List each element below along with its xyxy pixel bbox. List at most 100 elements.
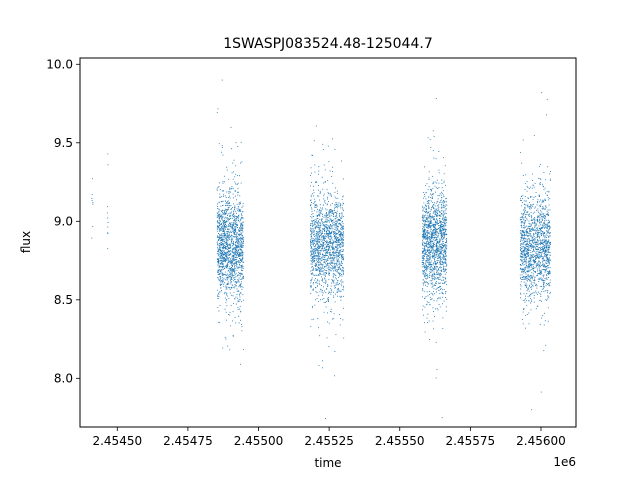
data-point xyxy=(539,183,540,185)
data-point xyxy=(336,237,338,239)
data-point xyxy=(218,239,220,240)
data-point xyxy=(326,249,327,251)
data-point xyxy=(422,251,424,253)
data-point xyxy=(237,242,239,244)
data-point xyxy=(539,262,541,263)
data-point xyxy=(234,226,236,228)
data-point xyxy=(232,247,234,249)
data-point xyxy=(430,283,432,285)
data-point xyxy=(336,248,338,250)
data-point xyxy=(547,226,549,228)
data-point xyxy=(541,285,543,287)
data-point xyxy=(312,290,314,291)
data-point xyxy=(312,231,314,233)
data-point xyxy=(339,230,341,232)
data-point xyxy=(428,226,430,228)
data-point xyxy=(330,256,332,258)
data-point xyxy=(529,279,531,281)
data-point xyxy=(313,195,314,197)
data-point xyxy=(240,233,242,235)
data-point xyxy=(228,197,230,198)
data-point xyxy=(431,217,433,219)
data-point xyxy=(325,208,327,210)
data-point xyxy=(327,227,329,229)
data-point xyxy=(428,202,429,204)
data-point xyxy=(230,231,232,233)
data-point xyxy=(220,281,222,283)
data-point xyxy=(321,210,322,212)
data-point xyxy=(320,268,322,270)
data-point xyxy=(526,230,528,232)
data-point xyxy=(226,201,228,203)
data-point xyxy=(235,264,237,266)
data-point xyxy=(439,250,441,252)
data-point xyxy=(235,282,237,284)
data-point xyxy=(341,239,343,240)
data-point xyxy=(329,218,331,220)
data-point xyxy=(332,246,334,248)
data-point xyxy=(319,210,321,211)
data-point xyxy=(330,236,332,238)
data-point xyxy=(221,211,223,213)
data-point xyxy=(443,271,445,273)
data-point xyxy=(237,232,238,234)
data-point xyxy=(342,239,344,241)
data-point xyxy=(314,227,316,229)
data-point xyxy=(311,269,313,271)
data-point xyxy=(333,296,335,298)
data-point xyxy=(322,290,324,292)
data-point xyxy=(437,205,439,206)
data-point xyxy=(218,279,220,281)
data-point xyxy=(230,262,232,264)
data-point xyxy=(525,287,527,289)
data-point xyxy=(332,291,334,293)
data-point xyxy=(542,242,544,243)
data-point xyxy=(434,277,436,279)
data-point xyxy=(227,284,228,285)
data-point xyxy=(318,248,320,250)
data-point xyxy=(445,198,447,200)
data-point xyxy=(432,245,434,247)
data-point xyxy=(234,227,236,229)
data-point xyxy=(237,234,239,235)
data-point xyxy=(339,205,341,207)
data-point xyxy=(241,258,243,260)
data-point xyxy=(236,247,238,249)
data-point xyxy=(327,264,328,266)
data-point xyxy=(446,201,447,203)
data-point xyxy=(333,219,335,221)
data-point xyxy=(239,226,241,228)
data-point xyxy=(438,255,439,257)
data-point xyxy=(224,175,226,177)
data-point xyxy=(239,308,240,310)
data-point xyxy=(427,205,429,207)
data-point xyxy=(334,265,336,267)
data-point xyxy=(234,285,236,287)
data-point xyxy=(423,245,425,247)
data-point xyxy=(234,219,235,221)
data-point xyxy=(219,260,221,262)
data-point xyxy=(432,285,434,287)
data-point xyxy=(547,292,549,294)
data-point xyxy=(432,252,434,254)
data-point xyxy=(328,211,330,213)
data-point xyxy=(433,229,434,231)
data-point xyxy=(217,270,219,272)
data-point xyxy=(225,255,227,257)
data-point xyxy=(537,270,538,272)
data-point xyxy=(235,226,237,228)
data-point xyxy=(434,274,436,276)
data-point xyxy=(431,240,433,242)
data-point xyxy=(237,246,239,248)
data-point xyxy=(337,254,339,256)
data-point xyxy=(316,249,317,250)
data-point xyxy=(532,237,534,239)
data-point xyxy=(311,246,312,248)
data-point xyxy=(222,238,224,240)
data-point xyxy=(218,293,220,295)
data-point xyxy=(441,235,443,236)
data-point xyxy=(217,259,219,261)
data-point xyxy=(319,230,320,232)
data-point xyxy=(219,224,221,226)
data-point xyxy=(319,272,321,274)
